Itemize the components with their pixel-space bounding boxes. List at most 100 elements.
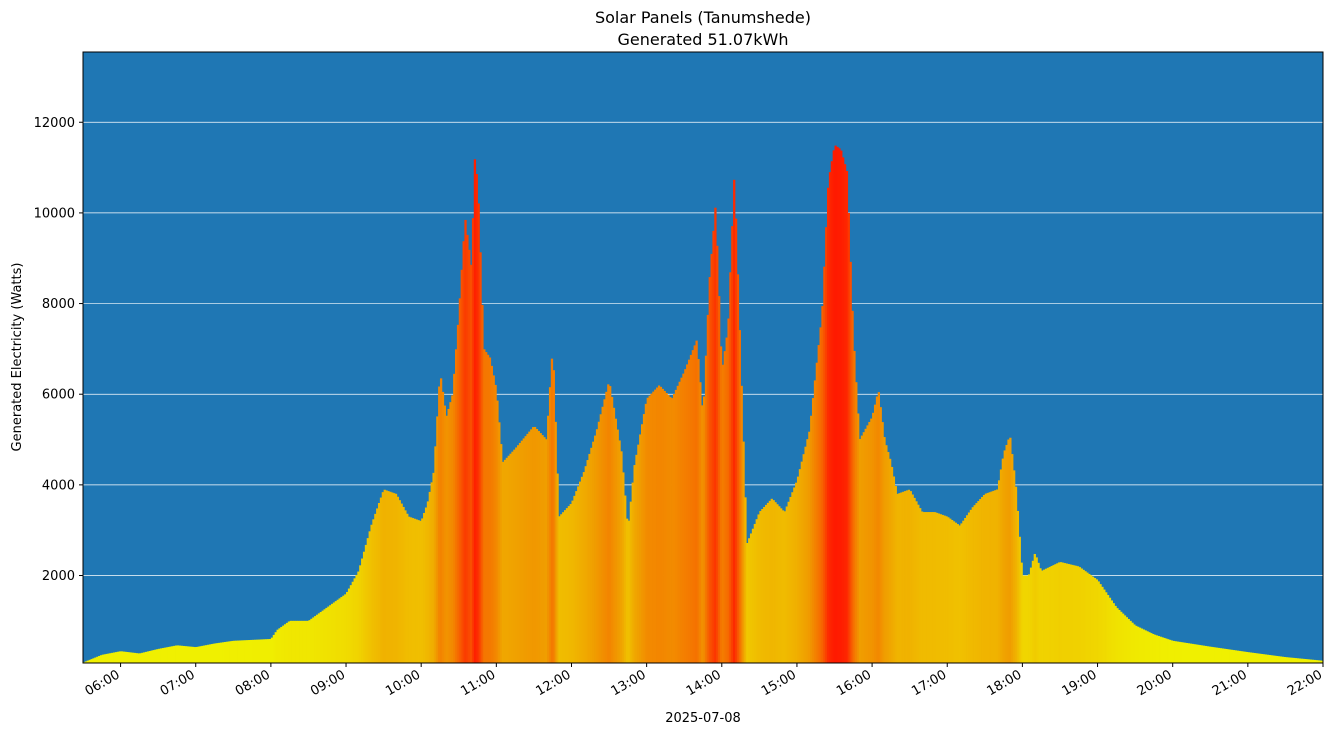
generation-bar: [952, 521, 956, 663]
generation-bar: [246, 640, 249, 663]
generation-bar: [327, 606, 330, 663]
generation-bar: [693, 345, 696, 663]
x-tick-label: 11:00: [458, 667, 498, 699]
generation-bar: [481, 304, 484, 663]
generation-bar: [441, 391, 445, 663]
generation-bar: [349, 585, 353, 663]
generation-bar: [774, 502, 777, 663]
generation-bar: [372, 519, 375, 663]
generation-bar: [1313, 659, 1316, 663]
generation-bar: [1093, 578, 1097, 663]
x-axis-ticks: 06:00 07:00 08:00 09:00 10:00 11:00 12:00 13:00…: [83, 663, 1325, 699]
generation-bar: [1163, 637, 1166, 663]
generation-bar: [977, 501, 980, 663]
generation-bar: [945, 516, 948, 663]
generation-bar: [973, 505, 976, 663]
generation-bar: [402, 506, 405, 663]
generation-bar: [883, 437, 886, 663]
generation-bar: [160, 648, 163, 663]
generation-bar: [1148, 632, 1151, 663]
generation-bar: [114, 652, 118, 663]
x-axis-label: 2025-07-08: [665, 711, 741, 726]
generation-bar: [751, 528, 755, 663]
generation-bar: [203, 645, 206, 663]
generation-bar: [231, 640, 234, 663]
generation-bar: [1050, 566, 1053, 663]
generation-bar: [594, 435, 597, 663]
generation-bar: [644, 403, 648, 663]
generation-bar: [785, 506, 788, 663]
generation-bar: [485, 352, 488, 663]
generation-bar: [622, 472, 625, 663]
generation-bar: [406, 513, 409, 663]
generation-bar: [605, 391, 608, 663]
generation-bar: [210, 644, 214, 663]
generation-bar: [1281, 656, 1284, 663]
generation-bar: [473, 159, 477, 663]
generation-bar: [815, 362, 819, 663]
generation-bar: [612, 407, 616, 663]
generation-bar: [689, 354, 693, 663]
generation-bar: [351, 581, 354, 663]
generation-bar: [385, 490, 388, 663]
generation-bar: [665, 392, 668, 663]
generation-bar: [646, 397, 649, 663]
generation-bar: [362, 551, 366, 663]
generation-bar: [919, 508, 922, 663]
generation-bar: [284, 624, 287, 663]
generation-bar: [1212, 647, 1215, 663]
generation-bar: [304, 620, 307, 663]
generation-bar: [259, 639, 262, 663]
generation-bar: [1067, 563, 1070, 663]
generation-bar: [569, 504, 572, 663]
generation-bar: [329, 605, 332, 663]
generation-bar: [415, 519, 418, 663]
generation-bar: [548, 387, 552, 663]
generation-bar: [934, 512, 937, 663]
generation-bar: [1227, 649, 1230, 663]
generation-area: [83, 145, 1324, 664]
generation-bar: [642, 414, 646, 663]
generation-bar: [969, 509, 973, 663]
generation-bar: [699, 382, 702, 663]
generation-bar: [828, 172, 832, 664]
generation-bar: [244, 640, 247, 663]
generation-bar: [603, 399, 606, 663]
generation-bar: [1302, 658, 1305, 663]
generation-bar: [135, 653, 138, 663]
generation-bar: [428, 491, 431, 663]
generation-bar: [413, 518, 416, 663]
generation-bar: [663, 390, 666, 663]
generation-bar: [851, 310, 854, 663]
generation-bar: [1097, 581, 1100, 663]
generation-bar: [873, 404, 877, 663]
generation-bar: [208, 644, 212, 663]
generation-bar: [253, 639, 257, 663]
generation-bar: [1289, 657, 1292, 663]
generation-bar: [483, 349, 486, 663]
generation-bar: [1035, 557, 1038, 663]
generation-bar: [1114, 605, 1117, 663]
generation-bar: [1317, 660, 1320, 663]
generation-bar: [526, 433, 529, 664]
y-axis-ticks: 2000 4000 6000 8000 10000 12000: [34, 116, 83, 584]
generation-bar: [1261, 653, 1264, 663]
generation-bar: [718, 296, 721, 663]
chart-title: Solar Panels (Tanumshede): [595, 8, 811, 27]
generation-bar: [282, 625, 285, 663]
generation-bar: [524, 436, 527, 663]
generation-bar: [1167, 639, 1170, 663]
generation-bar: [1029, 567, 1033, 663]
generation-bar: [317, 613, 321, 663]
generation-bar: [1182, 642, 1185, 663]
generation-bar: [580, 476, 584, 663]
generation-bar: [1255, 653, 1258, 663]
generation-bar: [507, 455, 510, 663]
generation-bar: [389, 491, 392, 663]
generation-bar: [1065, 563, 1068, 663]
generation-bar: [533, 426, 537, 663]
generation-bar: [319, 612, 323, 663]
generation-bar: [300, 620, 304, 663]
generation-bar: [759, 511, 762, 663]
generation-bar: [1202, 645, 1206, 663]
